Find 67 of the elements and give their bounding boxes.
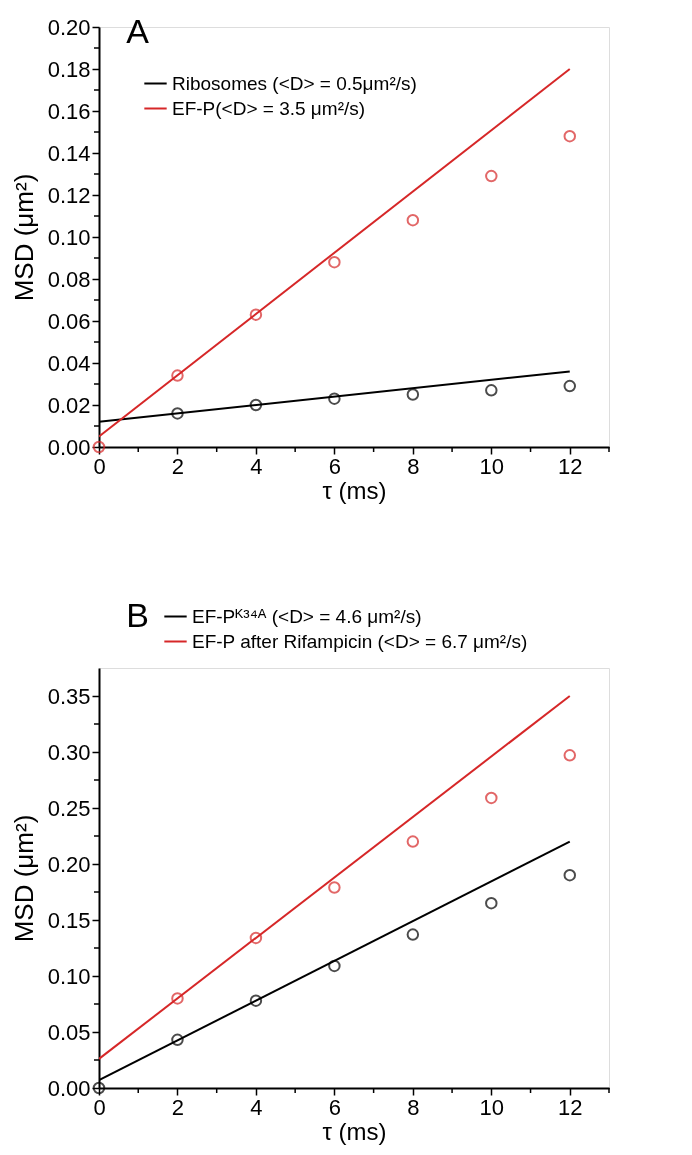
point <box>406 928 420 941</box>
y-tick-label: 0.14 <box>47 140 91 166</box>
point <box>171 369 184 382</box>
chart-title: B <box>126 596 149 634</box>
y-tick-label: 0.12 <box>47 182 91 208</box>
y-tick-label: 0.10 <box>47 224 91 250</box>
point <box>485 169 498 183</box>
x-tick-label: 0 <box>93 453 106 479</box>
legend-label: Ribosomes (<D> = 0.5μm²/s) <box>172 72 417 94</box>
point <box>171 1033 184 1047</box>
x-tick-label: 6 <box>328 1094 342 1120</box>
point <box>563 749 577 762</box>
x-axis-title: τ (ms) <box>322 476 387 504</box>
point <box>406 388 420 401</box>
x-tick-label: 0 <box>93 1094 106 1120</box>
point <box>328 881 341 894</box>
x-tick-label: 6 <box>328 453 342 479</box>
y-tick-label: 0.02 <box>47 392 91 418</box>
y-tick-label: 0.35 <box>47 683 91 709</box>
y-tick-label: 0.25 <box>47 795 91 821</box>
point <box>171 407 184 420</box>
point <box>328 392 341 405</box>
x-tick-label: 12 <box>558 453 583 479</box>
point <box>563 379 577 393</box>
point <box>171 992 184 1005</box>
point <box>249 994 263 1007</box>
point <box>249 308 263 321</box>
y-tick-label: 0.15 <box>47 907 91 933</box>
legend-label: EF-P(<D> = 3.5 μm²/s) <box>172 97 366 119</box>
y-tick-label: 0.16 <box>47 98 91 124</box>
point <box>563 129 577 143</box>
point <box>249 931 263 945</box>
point <box>328 255 341 269</box>
x-tick-label: 8 <box>407 453 420 479</box>
y-axis-title: MSD (μm²) <box>8 173 39 302</box>
y-tick-label: 0.30 <box>47 739 91 765</box>
x-tick-label: 2 <box>171 1094 185 1120</box>
chart-title: A <box>126 12 150 50</box>
y-tick-label: 0.00 <box>47 434 91 460</box>
point <box>563 868 577 882</box>
x-tick-label: 12 <box>558 1094 583 1120</box>
point <box>485 791 498 805</box>
y-tick-label: 0.20 <box>47 851 91 877</box>
point <box>485 384 498 397</box>
x-tick-label: 10 <box>479 453 505 479</box>
legend-label: EF-Pᴷ³⁴ᴬ (<D> = 4.6 μm²/s) <box>192 605 422 627</box>
point <box>249 398 263 412</box>
y-tick-label: 0.18 <box>47 56 91 82</box>
point <box>328 959 341 973</box>
x-tick-label: 8 <box>407 1094 420 1120</box>
y-tick-label: 0.08 <box>47 266 91 292</box>
point <box>485 896 498 910</box>
legend-label: EF-P after Rifampicin (<D> = 6.7 μm²/s) <box>192 630 528 652</box>
x-tick-label: 2 <box>171 453 185 479</box>
y-tick-label: 0.04 <box>47 350 91 376</box>
x-tick-label: 10 <box>479 1094 505 1120</box>
x-tick-label: 4 <box>250 453 263 479</box>
y-tick-label: 0.20 <box>47 14 91 40</box>
y-axis-title: MSD (μm²) <box>8 814 39 943</box>
x-tick-label: 4 <box>250 1094 263 1120</box>
point <box>406 213 420 227</box>
point <box>406 835 420 848</box>
y-tick-label: 0.00 <box>47 1075 91 1101</box>
y-tick-label: 0.06 <box>47 308 91 334</box>
y-tick-label: 0.05 <box>47 1019 91 1045</box>
x-axis-title: τ (ms) <box>322 1117 387 1145</box>
y-tick-label: 0.10 <box>47 963 91 989</box>
